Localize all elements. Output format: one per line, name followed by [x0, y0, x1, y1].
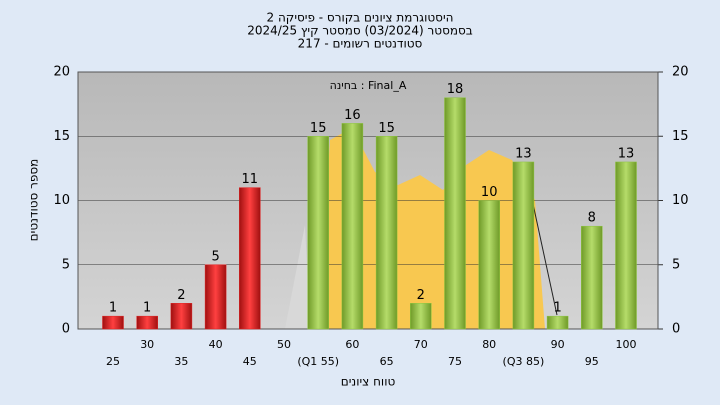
- bar: [375, 136, 398, 330]
- value-label: 1: [553, 301, 561, 316]
- value-label: 18: [447, 82, 464, 97]
- value-label: 5: [211, 249, 219, 264]
- bar: [102, 315, 124, 330]
- bar: [307, 136, 329, 330]
- x-tick-label: 50: [277, 338, 291, 351]
- value-label: 13: [515, 146, 532, 161]
- y-tick-label: 10: [53, 193, 70, 208]
- value-label: 16: [344, 108, 361, 123]
- value-label: 15: [378, 121, 395, 136]
- title: היסטוגרמת ציונים בקורס - פיסיקה 2: [267, 11, 454, 25]
- value-label: 10: [481, 185, 498, 200]
- x-tick-label: 90: [551, 338, 565, 351]
- value-label: 15: [310, 121, 327, 136]
- y-tick-label: 0: [62, 322, 70, 337]
- y-tick-label: 20: [53, 65, 70, 80]
- value-label: 13: [618, 146, 635, 161]
- x-tick-label: 35: [174, 355, 188, 368]
- y2-tick-label: 20: [672, 65, 689, 80]
- x-tick-label: 25: [106, 355, 120, 368]
- y-tick-label: 5: [62, 257, 70, 272]
- y2-tick-label: 10: [672, 193, 689, 208]
- x-tick-label: 95: [585, 355, 599, 368]
- y2-tick-label: 5: [672, 257, 680, 272]
- bar: [581, 225, 603, 330]
- value-label: 1: [109, 301, 117, 316]
- value-label: 8: [588, 211, 596, 226]
- bar: [239, 187, 261, 330]
- bar: [546, 315, 569, 330]
- value-label: 1: [143, 301, 151, 316]
- shade: [285, 225, 310, 329]
- subtitle: בסמסטר (03/2024) סמסטר קיץ 2024/25: [247, 24, 473, 38]
- x-tick-label: 75: [448, 355, 462, 368]
- y-tick-label: 15: [53, 129, 70, 144]
- x-tick-label: 40: [209, 338, 223, 351]
- bar: [341, 123, 364, 330]
- x-tick-label: 100: [616, 338, 637, 351]
- bar: [444, 97, 466, 330]
- y-axis-label: מספר סטודנטים: [27, 159, 41, 242]
- bar: [478, 200, 500, 330]
- x-tick-label: 30: [140, 338, 154, 351]
- x-tick-label: 80: [482, 338, 496, 351]
- bar: [615, 161, 637, 330]
- annotation: בחינה : Final_A: [330, 79, 407, 92]
- connector: [529, 189, 558, 316]
- value-label: 2: [177, 288, 185, 303]
- value-label: 2: [417, 288, 425, 303]
- x-tick-label: (Q3 85): [503, 355, 545, 368]
- x-tick-label: 65: [380, 355, 394, 368]
- bar: [512, 161, 535, 330]
- bar: [170, 303, 193, 330]
- value-label: 11: [242, 172, 259, 187]
- y2-tick-label: 15: [672, 129, 689, 144]
- bar: [410, 303, 432, 330]
- x-axis-label: טווח ציונים: [341, 375, 396, 389]
- plot-frame: [77, 71, 659, 330]
- bar: [136, 315, 158, 330]
- x-tick-label: 70: [414, 338, 428, 351]
- bar: [204, 264, 227, 330]
- subtitle: סטודנטים רשומים - 217: [298, 37, 423, 51]
- x-tick-label: 60: [345, 338, 359, 351]
- x-tick-label: (Q1 55): [297, 355, 339, 368]
- y2-tick-label: 0: [672, 322, 680, 337]
- x-tick-label: 45: [243, 355, 257, 368]
